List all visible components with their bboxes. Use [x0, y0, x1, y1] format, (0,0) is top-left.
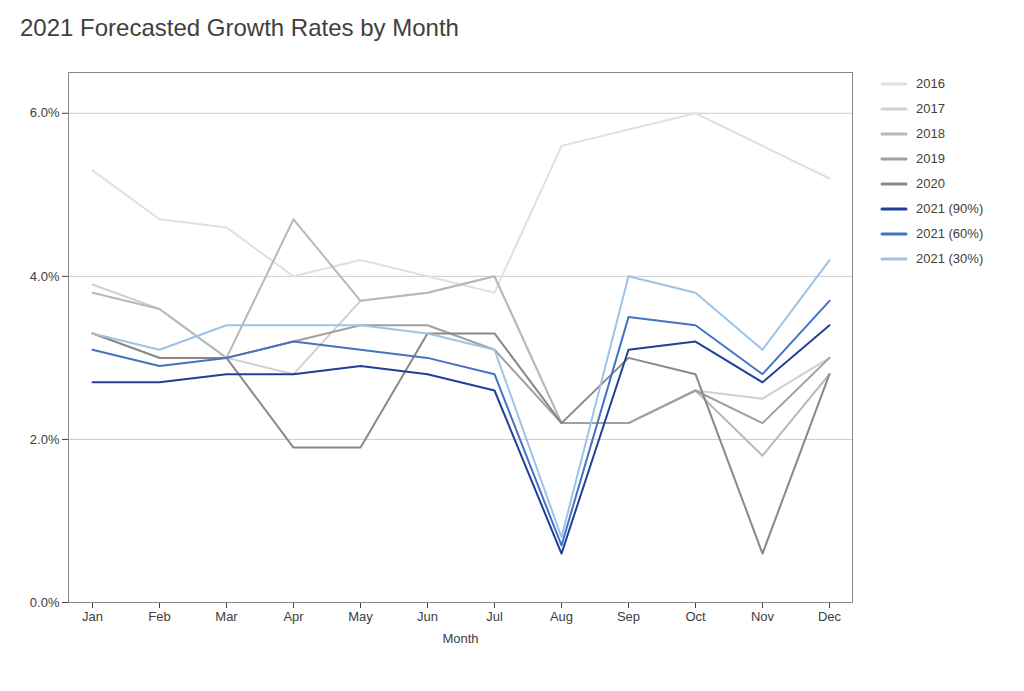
html-text:2021 (60%): 2021 (60%) — [916, 226, 984, 241]
svg-text:Jun: Jun — [417, 609, 438, 624]
svg-text:Jan: Jan — [82, 609, 103, 624]
svg-text:6.0%: 6.0% — [30, 105, 60, 120]
svg-text:Dec: Dec — [818, 609, 842, 624]
svg-text:2.0%: 2.0% — [30, 432, 60, 447]
svg-text:Oct: Oct — [685, 609, 706, 624]
svg-text:Feb: Feb — [148, 609, 170, 624]
html-text:2017: 2017 — [916, 101, 945, 116]
html-text:2021 Forecasted Growth Rates b: 2021 Forecasted Growth Rates by Month — [20, 14, 459, 41]
html-text:2020: 2020 — [916, 176, 945, 191]
svg-text:Nov: Nov — [751, 609, 775, 624]
html-text:2021 (30%): 2021 (30%) — [916, 251, 984, 266]
html-text:2021 (90%): 2021 (90%) — [916, 201, 984, 216]
svg-text:Mar: Mar — [215, 609, 238, 624]
html-text:2018: 2018 — [916, 126, 945, 141]
html-text:2016: 2016 — [916, 76, 945, 91]
svg-text:Jul: Jul — [486, 609, 503, 624]
svg-text:Apr: Apr — [283, 609, 304, 624]
svg-text:4.0%: 4.0% — [30, 269, 60, 284]
svg-text:0.0%: 0.0% — [30, 595, 60, 610]
svg-text:Sep: Sep — [617, 609, 640, 624]
svg-text:May: May — [348, 609, 373, 624]
svg-text:Month: Month — [442, 631, 478, 646]
html-text:2019: 2019 — [916, 151, 945, 166]
svg-text:Aug: Aug — [550, 609, 573, 624]
